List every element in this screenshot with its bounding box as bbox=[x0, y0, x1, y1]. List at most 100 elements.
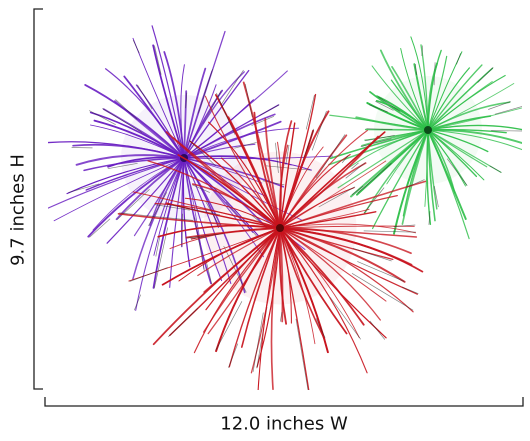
red-burst-ray bbox=[253, 111, 281, 229]
red-burst-ray bbox=[279, 146, 324, 229]
green-burst-streak bbox=[351, 162, 359, 170]
purple-burst-streak bbox=[185, 92, 188, 109]
red-burst-ray bbox=[185, 227, 281, 239]
red-burst-streak bbox=[154, 204, 190, 211]
green-burst-streak bbox=[446, 158, 468, 186]
green-burst-ray bbox=[427, 129, 522, 145]
green-burst-ray bbox=[427, 49, 442, 131]
purple-burst-ray bbox=[104, 68, 185, 159]
green-burst-ray bbox=[337, 129, 429, 189]
purple-burst-ray bbox=[183, 120, 282, 159]
green-burst-streak bbox=[491, 130, 522, 132]
green-burst-ray bbox=[427, 115, 492, 131]
green-burst-ray bbox=[427, 129, 489, 153]
green-burst-streak bbox=[477, 67, 494, 83]
red-burst-streak bbox=[228, 343, 239, 368]
green-burst-ray bbox=[427, 55, 448, 131]
green-burst-ray bbox=[328, 129, 429, 166]
green-burst-ray bbox=[427, 64, 483, 131]
green-burst-ray bbox=[427, 129, 488, 168]
purple-burst-streak bbox=[132, 39, 140, 54]
red-burst-streak bbox=[167, 307, 198, 338]
green-burst-streak bbox=[360, 138, 392, 148]
green-burst-streak bbox=[378, 96, 401, 112]
red-burst-ray bbox=[161, 227, 281, 286]
red-burst-ray bbox=[279, 122, 296, 229]
purple-burst-ray bbox=[114, 100, 185, 159]
width-dimension-bracket bbox=[44, 397, 524, 407]
red-burst-streak bbox=[186, 233, 224, 239]
red-burst-streak bbox=[188, 140, 216, 167]
red-burst-streak bbox=[406, 179, 425, 188]
purple-burst-ray bbox=[183, 157, 205, 270]
purple-burst-ray bbox=[83, 157, 185, 172]
purple-burst-streak bbox=[68, 183, 100, 193]
red-burst-streak bbox=[129, 267, 168, 282]
green-burst-ray bbox=[369, 91, 429, 131]
purple-burst-ray bbox=[183, 71, 245, 159]
green-burst-ray bbox=[427, 124, 522, 131]
red-burst-ray bbox=[279, 162, 367, 229]
purple-burst-ray bbox=[183, 157, 266, 197]
red-burst-ray bbox=[279, 227, 381, 321]
red-burst-streak bbox=[357, 261, 405, 282]
red-burst-ray bbox=[172, 137, 281, 229]
purple-burst-ray bbox=[85, 157, 185, 191]
green-burst-ray bbox=[427, 129, 522, 151]
green-burst-ray bbox=[424, 129, 429, 207]
green-burst-streak bbox=[489, 165, 502, 173]
red-burst-ray bbox=[279, 227, 365, 326]
purple-burst-ray bbox=[183, 70, 213, 159]
red-burst-ray bbox=[215, 227, 281, 353]
green-burst-streak bbox=[421, 45, 423, 57]
red-burst-ray bbox=[279, 187, 355, 229]
green-burst-ray bbox=[366, 102, 429, 131]
green-burst-streak bbox=[433, 186, 439, 208]
purple-burst-ray bbox=[183, 90, 188, 159]
purple-burst-streak bbox=[107, 162, 138, 170]
red-burst-ray bbox=[184, 197, 281, 229]
purple-burst-streak bbox=[89, 110, 116, 126]
red-burst-ray bbox=[279, 227, 360, 339]
green-burst-ray bbox=[427, 129, 485, 181]
purple-burst-streak bbox=[259, 104, 280, 116]
green-burst-streak bbox=[494, 106, 522, 115]
red-burst-ray bbox=[279, 227, 424, 273]
red-burst-ray bbox=[279, 227, 326, 340]
green-burst-ray bbox=[427, 129, 466, 187]
red-burst-ray bbox=[165, 202, 281, 229]
fireworks-artwork bbox=[48, 25, 522, 390]
red-burst-ray bbox=[203, 227, 281, 293]
red-burst-ray bbox=[279, 227, 414, 313]
green-burst-streak bbox=[488, 101, 511, 110]
red-burst-ray bbox=[132, 191, 281, 229]
red-burst-streak bbox=[341, 155, 349, 164]
red-burst-ray bbox=[279, 153, 351, 229]
red-burst-streak bbox=[352, 247, 392, 262]
red-burst-streak bbox=[190, 236, 207, 239]
green-burst-streak bbox=[366, 128, 393, 131]
purple-burst-ray bbox=[75, 154, 185, 166]
green-burst-ray bbox=[379, 49, 429, 131]
purple-burst-streak bbox=[155, 234, 161, 257]
red-burst-streak bbox=[216, 92, 236, 135]
purple-burst-streak bbox=[115, 99, 138, 120]
red-burst-streak bbox=[295, 318, 309, 390]
purple-burst-streak bbox=[197, 69, 213, 114]
purple-burst-streak bbox=[205, 259, 213, 285]
red-burst-core bbox=[276, 224, 284, 232]
red-burst-streak bbox=[315, 318, 326, 338]
green-firework-burst bbox=[328, 36, 522, 240]
red-burst-streak bbox=[192, 184, 210, 193]
red-burst-streak bbox=[345, 162, 366, 179]
purple-burst-ray bbox=[87, 157, 185, 238]
red-burst-ray bbox=[279, 144, 289, 229]
purple-burst-streak bbox=[154, 45, 162, 75]
red-burst-streak bbox=[285, 144, 290, 165]
red-burst-ray bbox=[279, 227, 368, 374]
purple-burst-streak bbox=[89, 218, 111, 238]
red-burst-streak bbox=[329, 297, 361, 340]
red-burst-ray bbox=[228, 227, 281, 368]
red-burst-ray bbox=[279, 211, 377, 229]
height-dimension-bracket bbox=[33, 8, 43, 390]
